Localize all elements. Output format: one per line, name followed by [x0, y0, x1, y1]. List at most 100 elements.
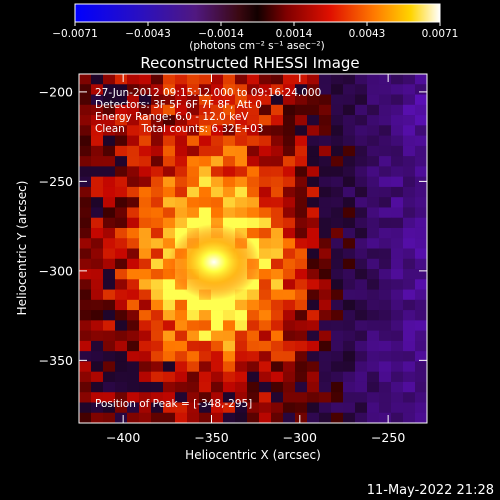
heatmap-cell — [91, 207, 104, 219]
heatmap-cell — [283, 381, 296, 393]
heatmap-cell — [115, 289, 128, 301]
heatmap-cell — [391, 351, 404, 362]
heatmap-cell — [187, 74, 200, 85]
heatmap-cell — [91, 351, 104, 362]
heatmap-cell — [127, 176, 140, 188]
heatmap-cell — [223, 299, 236, 311]
heatmap-cell — [343, 320, 356, 332]
heatmap-cell — [415, 207, 428, 219]
heatmap-cell — [247, 217, 260, 229]
heatmap-cell — [403, 217, 416, 229]
heatmap-cell — [259, 402, 272, 414]
heatmap-cell — [103, 115, 116, 126]
x-tick-label: −250 — [371, 430, 405, 445]
heatmap-cell — [415, 104, 428, 116]
heatmap-cell — [283, 340, 296, 352]
colorbar-ticks: −0.0071 −0.0043 −0.0014 0.0014 0.0043 0.0071 — [52, 22, 458, 40]
heatmap-cell — [355, 279, 368, 290]
heatmap-cell — [295, 402, 308, 414]
heatmap-cell — [271, 392, 284, 403]
heatmap-cell — [355, 156, 368, 167]
heatmap-cell — [307, 186, 320, 198]
heatmap-cell — [367, 351, 380, 362]
heatmap-cell — [199, 351, 212, 362]
heatmap-cell — [319, 176, 332, 188]
heatmap-cell — [331, 207, 344, 219]
heatmap-cell — [331, 361, 344, 373]
heatmap-cell — [223, 84, 236, 95]
heatmap-cell — [415, 392, 428, 403]
heatmap-cell — [415, 125, 428, 136]
heatmap-cell — [235, 361, 248, 373]
heatmap-cell — [103, 217, 116, 229]
heatmap-cell — [295, 258, 308, 270]
heatmap-cell — [187, 197, 200, 208]
heatmap-cell — [163, 156, 176, 167]
heatmap-cell — [355, 351, 368, 362]
heatmap-cell — [379, 412, 392, 424]
heatmap-cell — [211, 392, 224, 403]
heatmap-cell — [175, 402, 188, 414]
heatmap-cell — [91, 166, 104, 178]
heatmap-cell — [127, 207, 140, 219]
heatmap-cell — [163, 186, 176, 198]
heatmap-cell — [79, 135, 92, 147]
heatmap-cell — [259, 299, 272, 311]
heatmap-cell — [343, 258, 356, 270]
colorbar-tick-label: −0.0014 — [198, 28, 244, 40]
heatmap-cell — [211, 320, 224, 332]
heatmap-cell — [235, 115, 248, 126]
heatmap-cell — [403, 84, 416, 95]
heatmap-cell — [235, 135, 248, 147]
heatmap-cell — [415, 248, 428, 260]
heatmap-cell — [391, 279, 404, 290]
heatmap-cell — [187, 320, 200, 332]
heatmap-cell — [139, 238, 152, 249]
heatmap-cell — [319, 135, 332, 147]
heatmap-cell — [379, 217, 392, 229]
heatmap-cell — [235, 197, 248, 208]
heatmap-cell — [283, 238, 296, 249]
heatmap-cell — [163, 299, 176, 311]
heatmap-cell — [343, 207, 356, 219]
heatmap-cell — [271, 125, 284, 136]
heatmap-cell — [331, 238, 344, 249]
heatmap-cell — [379, 115, 392, 126]
heatmap-cell — [415, 258, 428, 270]
heatmap-cell — [415, 351, 428, 362]
heatmap-cell — [343, 238, 356, 249]
heatmap-cell — [139, 207, 152, 219]
heatmap-cell — [403, 310, 416, 321]
heatmap-cell — [259, 248, 272, 260]
heatmap-cell — [343, 145, 356, 157]
heatmap-cell — [115, 176, 128, 188]
y-tick-label: −250 — [39, 174, 73, 189]
heatmap-cell — [259, 125, 272, 136]
heatmap-cell — [379, 156, 392, 167]
heatmap-cell — [235, 340, 248, 352]
heatmap-cell — [79, 176, 92, 188]
heatmap-cell — [151, 371, 164, 383]
heatmap-cell — [403, 289, 416, 301]
heatmap-cell — [331, 115, 344, 126]
heatmap-cell — [259, 176, 272, 188]
heatmap-cell — [199, 310, 212, 321]
heatmap-cell — [403, 392, 416, 403]
heatmap-cell — [127, 371, 140, 383]
heatmap-cell — [103, 402, 116, 414]
heatmap-cell — [139, 135, 152, 147]
heatmap-cell — [79, 84, 92, 95]
heatmap-cell — [175, 84, 188, 95]
heatmap-cell — [139, 74, 152, 85]
heatmap-cell — [355, 310, 368, 321]
heatmap-cell — [403, 104, 416, 116]
heatmap-cell — [163, 279, 176, 290]
heatmap-cell — [247, 94, 260, 106]
heatmap-cell — [151, 299, 164, 311]
heatmap-cell — [103, 74, 116, 85]
heatmap-cell — [163, 238, 176, 249]
heatmap-cell — [127, 279, 140, 290]
heatmap-cell — [367, 258, 380, 270]
heatmap-cell — [391, 320, 404, 332]
plot-frame — [78, 73, 428, 424]
